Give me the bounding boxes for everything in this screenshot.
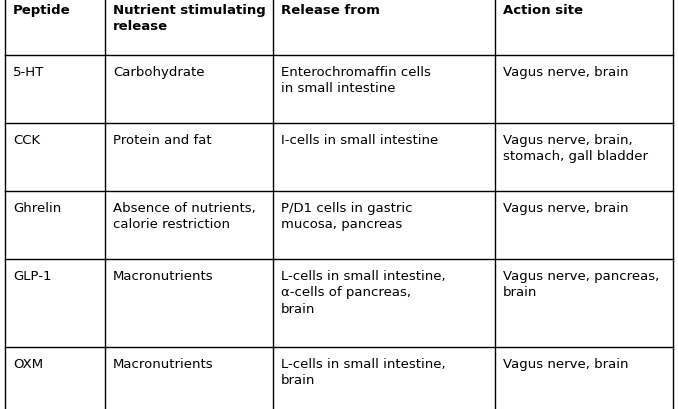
Text: L-cells in small intestine,
brain: L-cells in small intestine, brain bbox=[281, 357, 445, 387]
Text: Macronutrients: Macronutrients bbox=[113, 270, 214, 282]
Text: Carbohydrate: Carbohydrate bbox=[113, 66, 205, 79]
Text: I-cells in small intestine: I-cells in small intestine bbox=[281, 134, 438, 147]
Text: GLP-1: GLP-1 bbox=[13, 270, 52, 282]
Text: Peptide: Peptide bbox=[13, 4, 71, 17]
Text: CCK: CCK bbox=[13, 134, 40, 147]
Text: Vagus nerve, brain: Vagus nerve, brain bbox=[503, 202, 629, 214]
Text: Release from: Release from bbox=[281, 4, 380, 17]
Text: Nutrient stimulating
release: Nutrient stimulating release bbox=[113, 4, 266, 34]
Text: Absence of nutrients,
calorie restriction: Absence of nutrients, calorie restrictio… bbox=[113, 202, 256, 231]
Text: Vagus nerve, pancreas,
brain: Vagus nerve, pancreas, brain bbox=[503, 270, 659, 299]
Text: 5-HT: 5-HT bbox=[13, 66, 44, 79]
Text: Action site: Action site bbox=[503, 4, 583, 17]
Text: Macronutrients: Macronutrients bbox=[113, 357, 214, 370]
Text: L-cells in small intestine,
α-cells of pancreas,
brain: L-cells in small intestine, α-cells of p… bbox=[281, 270, 445, 315]
Text: Protein and fat: Protein and fat bbox=[113, 134, 212, 147]
Text: Vagus nerve, brain: Vagus nerve, brain bbox=[503, 66, 629, 79]
Text: Vagus nerve, brain,
stomach, gall bladder: Vagus nerve, brain, stomach, gall bladde… bbox=[503, 134, 648, 163]
Text: Vagus nerve, brain: Vagus nerve, brain bbox=[503, 357, 629, 370]
Text: Ghrelin: Ghrelin bbox=[13, 202, 61, 214]
Text: Enterochromaffin cells
in small intestine: Enterochromaffin cells in small intestin… bbox=[281, 66, 431, 95]
Text: P/D1 cells in gastric
mucosa, pancreas: P/D1 cells in gastric mucosa, pancreas bbox=[281, 202, 412, 231]
Text: OXM: OXM bbox=[13, 357, 43, 370]
